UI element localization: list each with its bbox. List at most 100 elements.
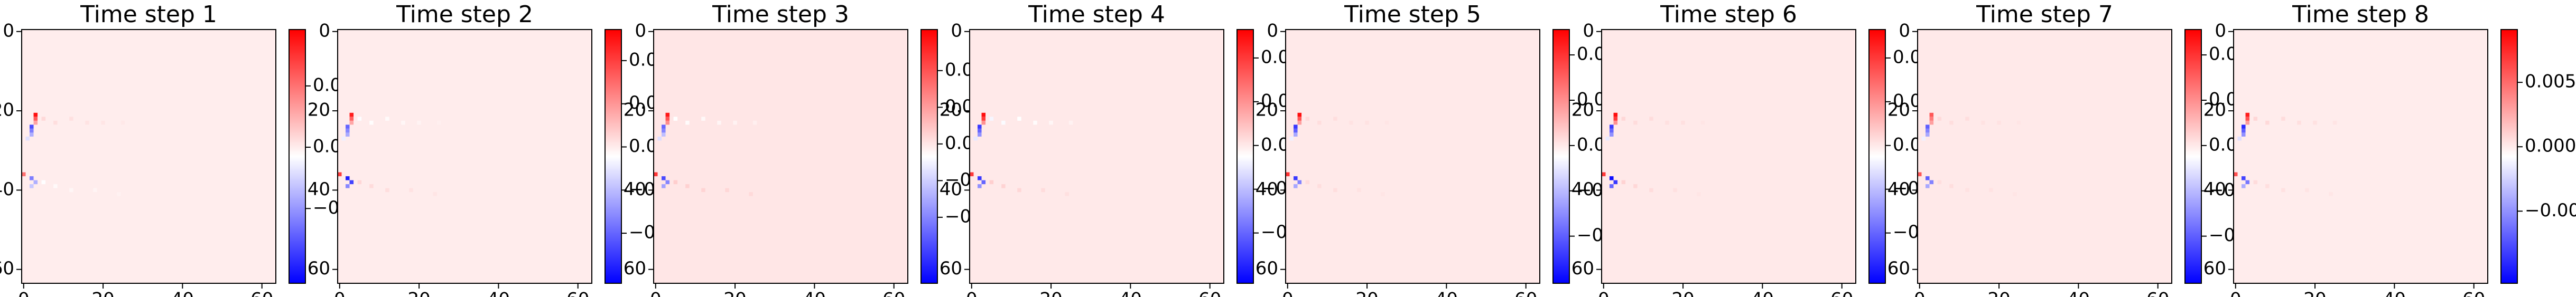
heatmap-cell — [349, 117, 354, 121]
heatmap-cell — [1997, 120, 2001, 125]
heatmap-cell — [1621, 180, 1626, 185]
heatmap-cell — [2245, 112, 2250, 117]
x-tick-label: 0 — [1914, 289, 1926, 297]
heatmap-background — [1918, 30, 2172, 283]
heatmap-cell — [338, 172, 342, 177]
y-tick-label: 0 — [1899, 20, 1910, 41]
heatmap-cell — [1926, 176, 1930, 180]
heatmap-cell — [1929, 120, 1934, 125]
x-tick-label: 60 — [566, 289, 589, 297]
heatmap-cell — [409, 188, 413, 193]
colorbar-tick-label: 0.005 — [2525, 71, 2576, 92]
heatmap-cell — [1989, 188, 1993, 193]
y-tick-label: 20 — [940, 100, 962, 121]
x-tick-label: 60 — [882, 289, 905, 297]
heatmap-cell — [1294, 132, 1298, 137]
heatmap-cell — [1633, 120, 1638, 125]
y-tick-label: 0 — [319, 20, 330, 41]
panel: Time step 1020406002040600.0050.000−0.00… — [0, 1, 379, 297]
heatmap-cell — [1297, 120, 1302, 125]
heatmap-cell — [385, 188, 389, 193]
heatmap-cell — [1289, 136, 1294, 141]
panel: Time step 2020406002040600.00500.00250.0… — [308, 1, 707, 297]
heatmap-cell — [1649, 188, 1653, 193]
heatmap-cell — [1065, 192, 1069, 196]
heatmap-cell — [1049, 120, 1053, 125]
heatmap-cell — [369, 120, 374, 125]
heatmap-cell — [2242, 124, 2246, 129]
heatmap-cell — [1673, 188, 1677, 193]
panel-title: Time step 6 — [1660, 1, 1797, 28]
heatmap-cell — [1613, 117, 1618, 121]
heatmap-cell — [725, 188, 729, 193]
heatmap-cell — [685, 120, 690, 125]
y-tick-label: 0 — [1583, 20, 1594, 41]
heatmap-cell — [346, 132, 350, 137]
heatmap-cell — [93, 188, 97, 193]
heatmap-cell — [1937, 180, 1942, 185]
panel-title: Time step 4 — [1028, 1, 1165, 28]
heatmap-cell — [69, 188, 73, 193]
panel: Time step 7020406002040600.00500.00250.0… — [1887, 1, 2287, 297]
x-tick-label: 20 — [1355, 289, 1378, 297]
colorbar — [1236, 29, 1254, 284]
heatmap-cell — [85, 120, 89, 125]
x-tick-label: 40 — [2067, 289, 2090, 297]
y-tick-label: 60 — [2203, 258, 2226, 279]
heatmap-cell — [1610, 128, 1614, 133]
heatmap-cell — [417, 120, 421, 125]
heatmap-cell — [2265, 120, 2270, 125]
heatmap-cell — [1926, 124, 1930, 129]
heatmap-cell — [1286, 172, 1290, 177]
x-tick-label: 60 — [250, 289, 273, 297]
heatmap-cell — [2313, 120, 2317, 125]
heatmap-cell — [1017, 188, 1021, 193]
heatmap-cell — [1602, 172, 1606, 177]
heatmap-cell — [1613, 120, 1618, 125]
heatmap-cell — [673, 180, 678, 185]
heatmap-cell — [1041, 188, 1045, 193]
heatmap-cell — [369, 184, 374, 188]
heatmap-cell — [2245, 117, 2250, 121]
heatmap-cell — [989, 180, 994, 185]
heatmap-cell — [33, 180, 38, 185]
y-tick-label: 40 — [1256, 179, 1278, 200]
heatmap-background — [22, 30, 276, 283]
heatmap-cell — [1613, 112, 1618, 117]
axes-frame — [21, 29, 276, 284]
y-tick-label: 20 — [0, 100, 14, 121]
heatmap-cell — [978, 184, 982, 188]
heatmap-cell — [2242, 128, 2246, 133]
axes-frame — [337, 29, 592, 284]
heatmap-cell — [349, 112, 354, 117]
x-tick-label: 60 — [1830, 289, 1853, 297]
heatmap-cell — [1294, 184, 1298, 188]
heatmap-cell — [117, 192, 121, 196]
y-tick-label: 20 — [1887, 100, 1910, 121]
heatmap-cell — [1981, 120, 1985, 125]
panel-title: Time step 1 — [80, 1, 217, 28]
heatmap-cell — [30, 128, 34, 133]
heatmap-cell — [1365, 120, 1369, 125]
heatmap-cell — [2245, 120, 2250, 125]
y-tick-label: 60 — [940, 258, 962, 279]
heatmap-cell — [665, 112, 670, 117]
heatmap-cell — [978, 124, 982, 129]
heatmap-cell — [662, 128, 666, 133]
heatmap-background — [338, 30, 592, 283]
heatmap-cell — [1384, 120, 1389, 125]
y-tick-label: 40 — [2203, 179, 2226, 200]
heatmap-cell — [1937, 117, 1942, 121]
heatmap-cell — [433, 192, 437, 196]
axes-frame — [1601, 29, 1856, 284]
heatmap-cell — [1965, 188, 1969, 193]
heatmap-cell — [1929, 112, 1934, 117]
heatmap-cell — [989, 117, 994, 121]
x-tick-label: 40 — [171, 289, 194, 297]
heatmap-cell — [1926, 132, 1930, 137]
heatmap-cell — [685, 184, 690, 188]
heatmap-cell — [1665, 120, 1669, 125]
y-tick-label: 60 — [1256, 258, 1278, 279]
heatmap-cell — [1317, 120, 1322, 125]
